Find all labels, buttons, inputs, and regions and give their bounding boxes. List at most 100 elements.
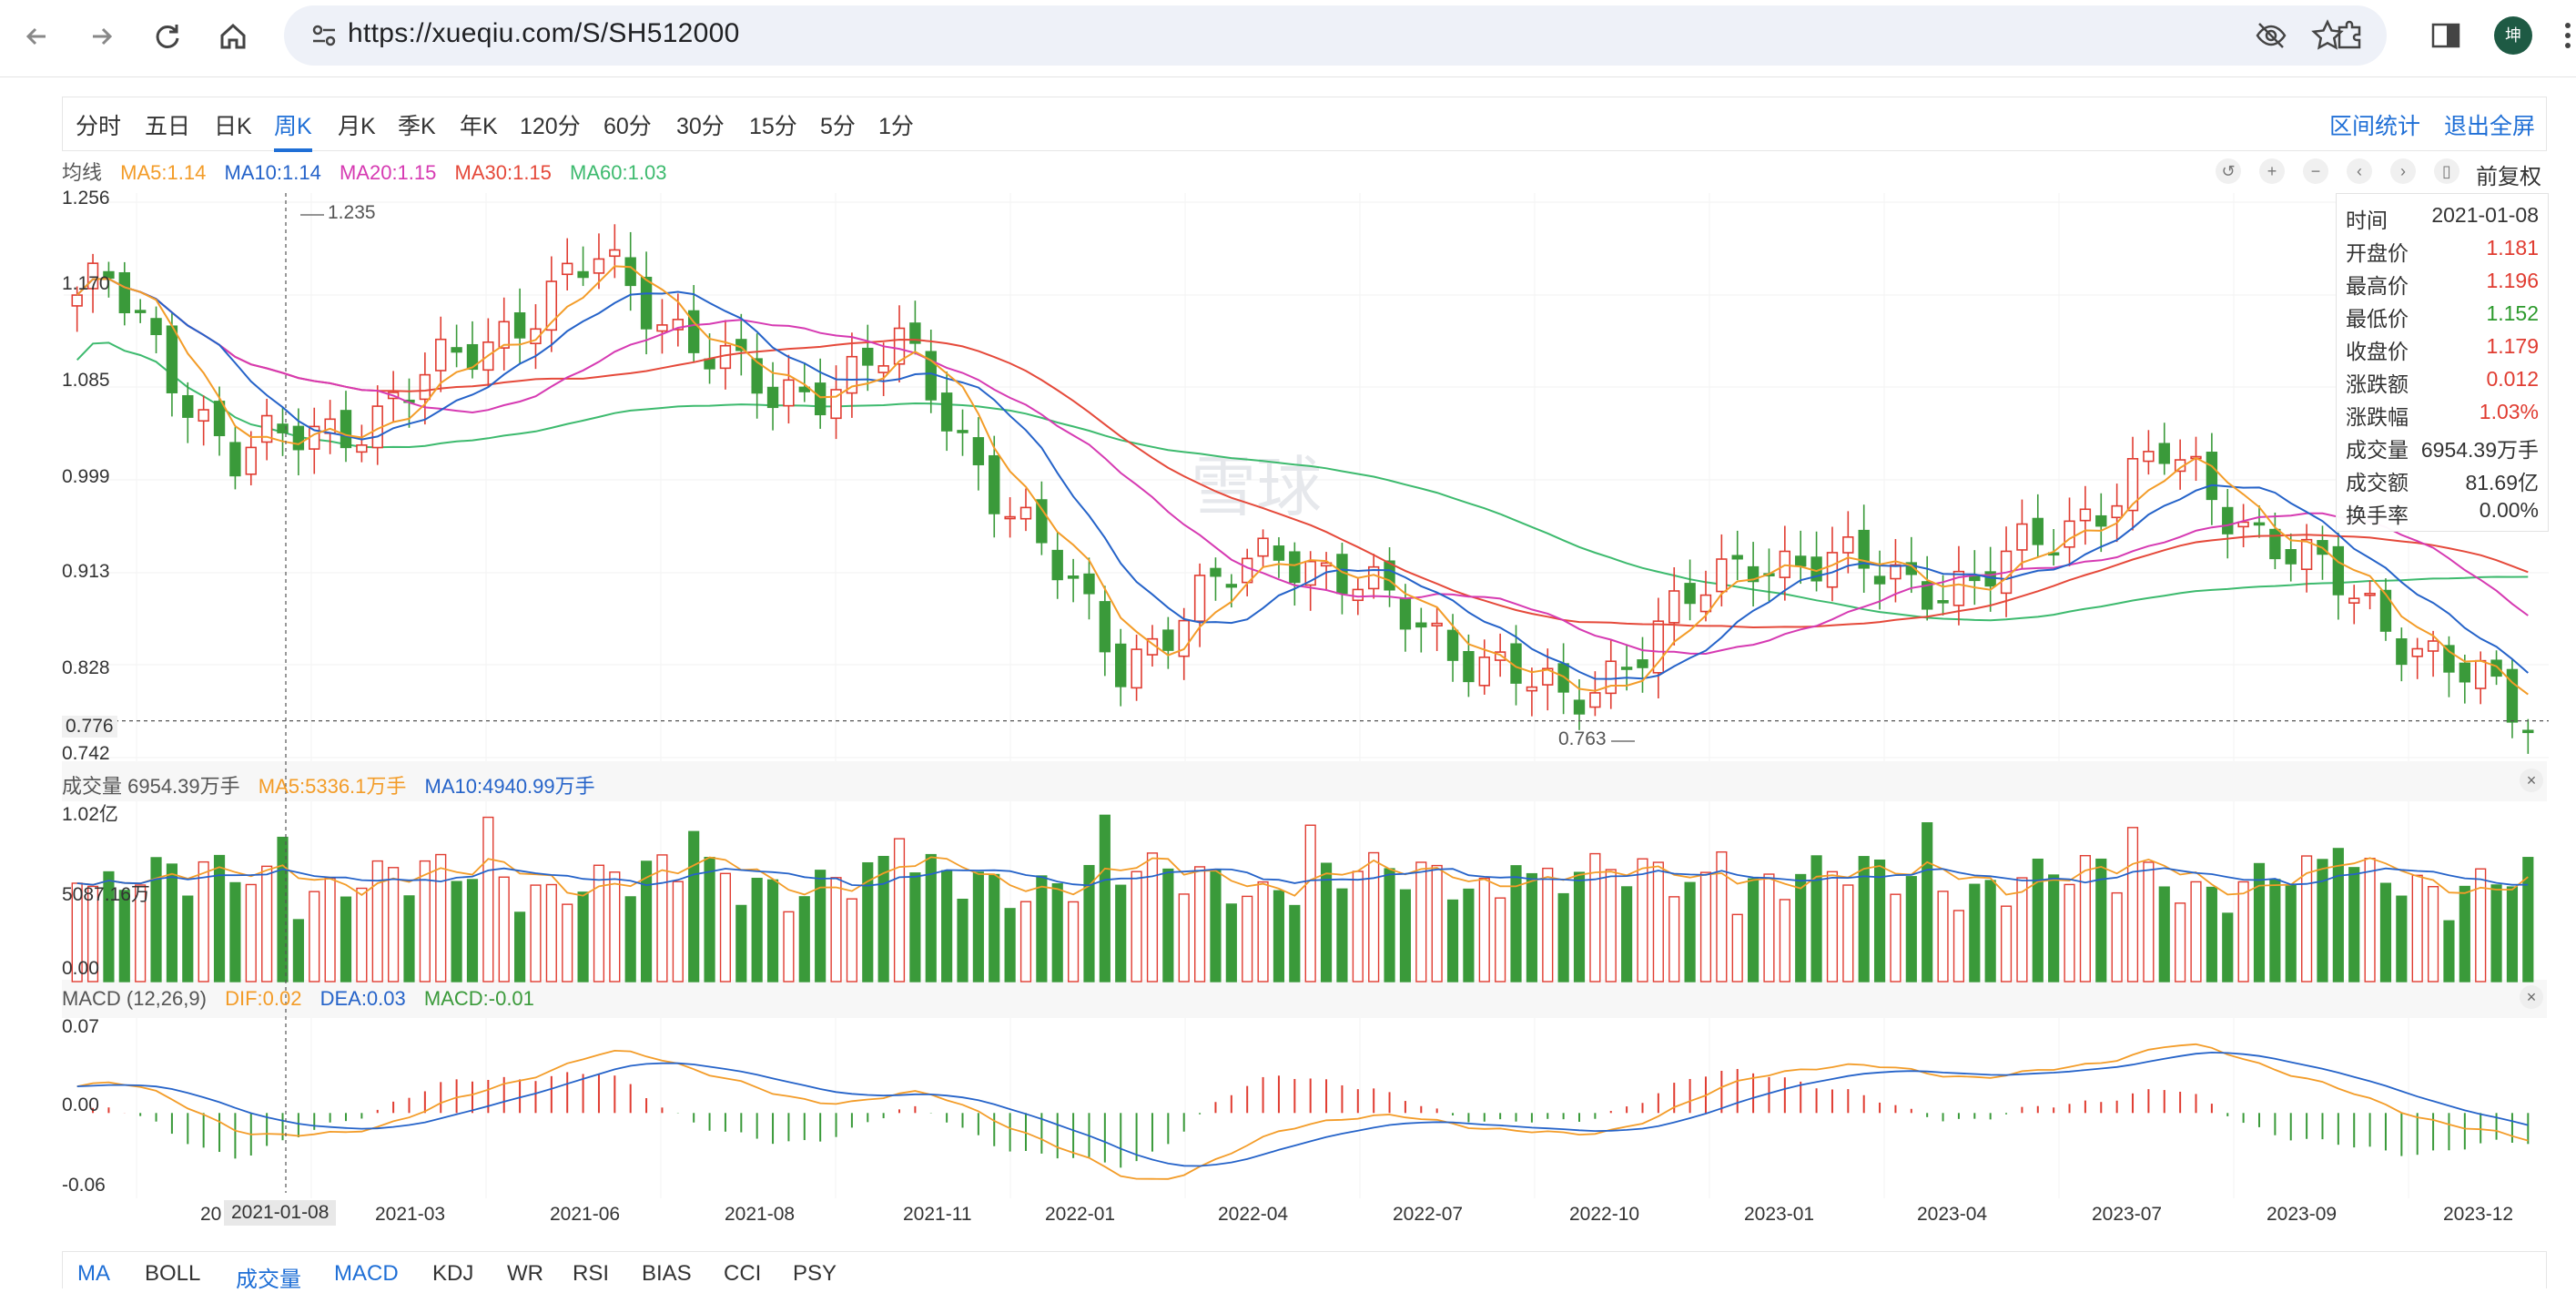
- candle-body: [2206, 452, 2218, 501]
- tab-60min[interactable]: 60分: [603, 114, 652, 139]
- tab-yearly[interactable]: 年K: [460, 114, 498, 139]
- tab-weekly[interactable]: 周K: [274, 108, 312, 152]
- info-label: 成交额: [2346, 471, 2409, 494]
- ind-tab-rsi[interactable]: RSI: [573, 1261, 610, 1286]
- candle-body: [1273, 545, 1285, 561]
- volume-bar: [1826, 870, 1839, 982]
- forward-icon[interactable]: [84, 18, 120, 55]
- candle-body: [940, 392, 953, 432]
- tab-15min[interactable]: 15分: [749, 114, 797, 139]
- candle-body: [577, 270, 589, 279]
- volume-bar: [1304, 824, 1316, 982]
- volume-bar: [1178, 893, 1190, 982]
- candle-body: [1019, 506, 1032, 520]
- reset-icon[interactable]: ↺: [2216, 158, 2241, 184]
- pan-left-icon[interactable]: ‹: [2347, 158, 2372, 184]
- low-marker: 0.763: [1558, 728, 1607, 749]
- tab-5day[interactable]: 五日: [145, 114, 191, 139]
- candle-body: [530, 328, 542, 345]
- candle-body: [1036, 499, 1048, 544]
- bookmark-star-icon[interactable]: [2310, 18, 2345, 53]
- volume-bar: [530, 884, 542, 982]
- ind-tab-bias[interactable]: BIAS: [642, 1261, 692, 1286]
- candle-body: [1747, 565, 1760, 583]
- volume-bar: [545, 883, 557, 982]
- volume-bar: [1431, 864, 1443, 982]
- candle-body: [862, 347, 874, 366]
- ind-tab-macd[interactable]: MACD: [334, 1261, 399, 1286]
- reload-icon[interactable]: [149, 18, 186, 55]
- volume-bar: [2301, 855, 2313, 982]
- home-icon[interactable]: [215, 18, 251, 55]
- side-panel-icon[interactable]: [2427, 16, 2465, 55]
- candle-body: [1652, 620, 1665, 674]
- volume-ma5-line: [76, 856, 2529, 897]
- range-stats-link[interactable]: 区间统计: [2329, 114, 2421, 139]
- zoom-in-icon[interactable]: +: [2259, 158, 2285, 184]
- ind-tab-psy[interactable]: PSY: [793, 1261, 837, 1286]
- pan-right-icon[interactable]: ›: [2390, 158, 2416, 184]
- tab-daily[interactable]: 日K: [214, 114, 252, 139]
- zoom-out-icon[interactable]: −: [2303, 158, 2328, 184]
- tab-quarterly[interactable]: 季K: [398, 114, 436, 139]
- candle-body: [2237, 521, 2249, 528]
- tab-1min[interactable]: 1分: [878, 114, 914, 139]
- exit-fullscreen-link[interactable]: 退出全屏: [2444, 114, 2536, 139]
- adjust-mode[interactable]: 前复权: [2476, 165, 2541, 189]
- candle-body: [1431, 622, 1443, 626]
- candle-body: [2222, 506, 2234, 535]
- candle-body: [2459, 662, 2471, 683]
- ind-tab-volume[interactable]: 成交量: [236, 1268, 301, 1292]
- url-text[interactable]: https://xueqiu.com/S/SH512000: [348, 18, 740, 48]
- volume-bar: [1068, 901, 1080, 982]
- ind-tab-kdj[interactable]: KDJ: [432, 1261, 474, 1286]
- eye-off-icon[interactable]: [2254, 18, 2288, 53]
- candle-body: [1922, 581, 1933, 610]
- profile-avatar[interactable]: 坤: [2494, 16, 2532, 55]
- ind-tab-boll[interactable]: BOLL: [145, 1261, 201, 1286]
- candle-body: [1952, 570, 1965, 606]
- volume-bar: [2411, 874, 2423, 982]
- volume-bar: [2175, 902, 2186, 982]
- candle-body: [1162, 629, 1174, 651]
- candle-body: [198, 409, 209, 423]
- candle-style-icon[interactable]: ▯: [2434, 158, 2459, 184]
- volume-tick: 0.00: [62, 958, 99, 979]
- volume-bar: [388, 867, 400, 982]
- candle-body: [609, 249, 621, 258]
- volume-bar: [2079, 854, 2091, 982]
- volume-bar: [1478, 877, 1490, 982]
- back-icon[interactable]: [18, 18, 55, 55]
- volume-bar: [2206, 886, 2217, 982]
- tab-5min[interactable]: 5分: [820, 114, 856, 139]
- candle-body: [1684, 583, 1696, 605]
- ind-tab-ma[interactable]: MA: [77, 1261, 110, 1286]
- close-volume-icon[interactable]: ×: [2520, 769, 2543, 792]
- candle-body: [498, 321, 510, 349]
- candle-body: [1004, 515, 1016, 520]
- volume-bar: [609, 871, 621, 982]
- info-value: 0.00%: [2479, 498, 2539, 522]
- site-settings-icon[interactable]: [308, 19, 340, 52]
- volume-bar: [86, 885, 99, 982]
- address-bar[interactable]: https://xueqiu.com/S/SH512000: [284, 5, 2387, 66]
- tab-120min[interactable]: 120分: [520, 114, 581, 139]
- menu-icon[interactable]: [2549, 16, 2576, 55]
- ind-tab-wr[interactable]: WR: [507, 1261, 543, 1286]
- volume-bar: [1336, 888, 1348, 982]
- tab-monthly[interactable]: 月K: [338, 114, 376, 139]
- volume-bar: [309, 891, 320, 982]
- candle-body: [624, 257, 636, 287]
- extensions-icon[interactable]: [2330, 16, 2368, 55]
- volume-bar: [2253, 862, 2266, 982]
- ind-tab-cci[interactable]: CCI: [724, 1261, 762, 1286]
- candle-body: [704, 358, 715, 370]
- tab-intraday[interactable]: 分时: [76, 114, 122, 139]
- candle-body: [2300, 538, 2313, 571]
- info-label: 最低价: [2346, 307, 2409, 331]
- info-label: 涨跌额: [2346, 372, 2409, 396]
- close-macd-icon[interactable]: ×: [2520, 985, 2543, 1009]
- time-tick: 2021-11: [903, 1204, 972, 1225]
- tab-30min[interactable]: 30分: [676, 114, 725, 139]
